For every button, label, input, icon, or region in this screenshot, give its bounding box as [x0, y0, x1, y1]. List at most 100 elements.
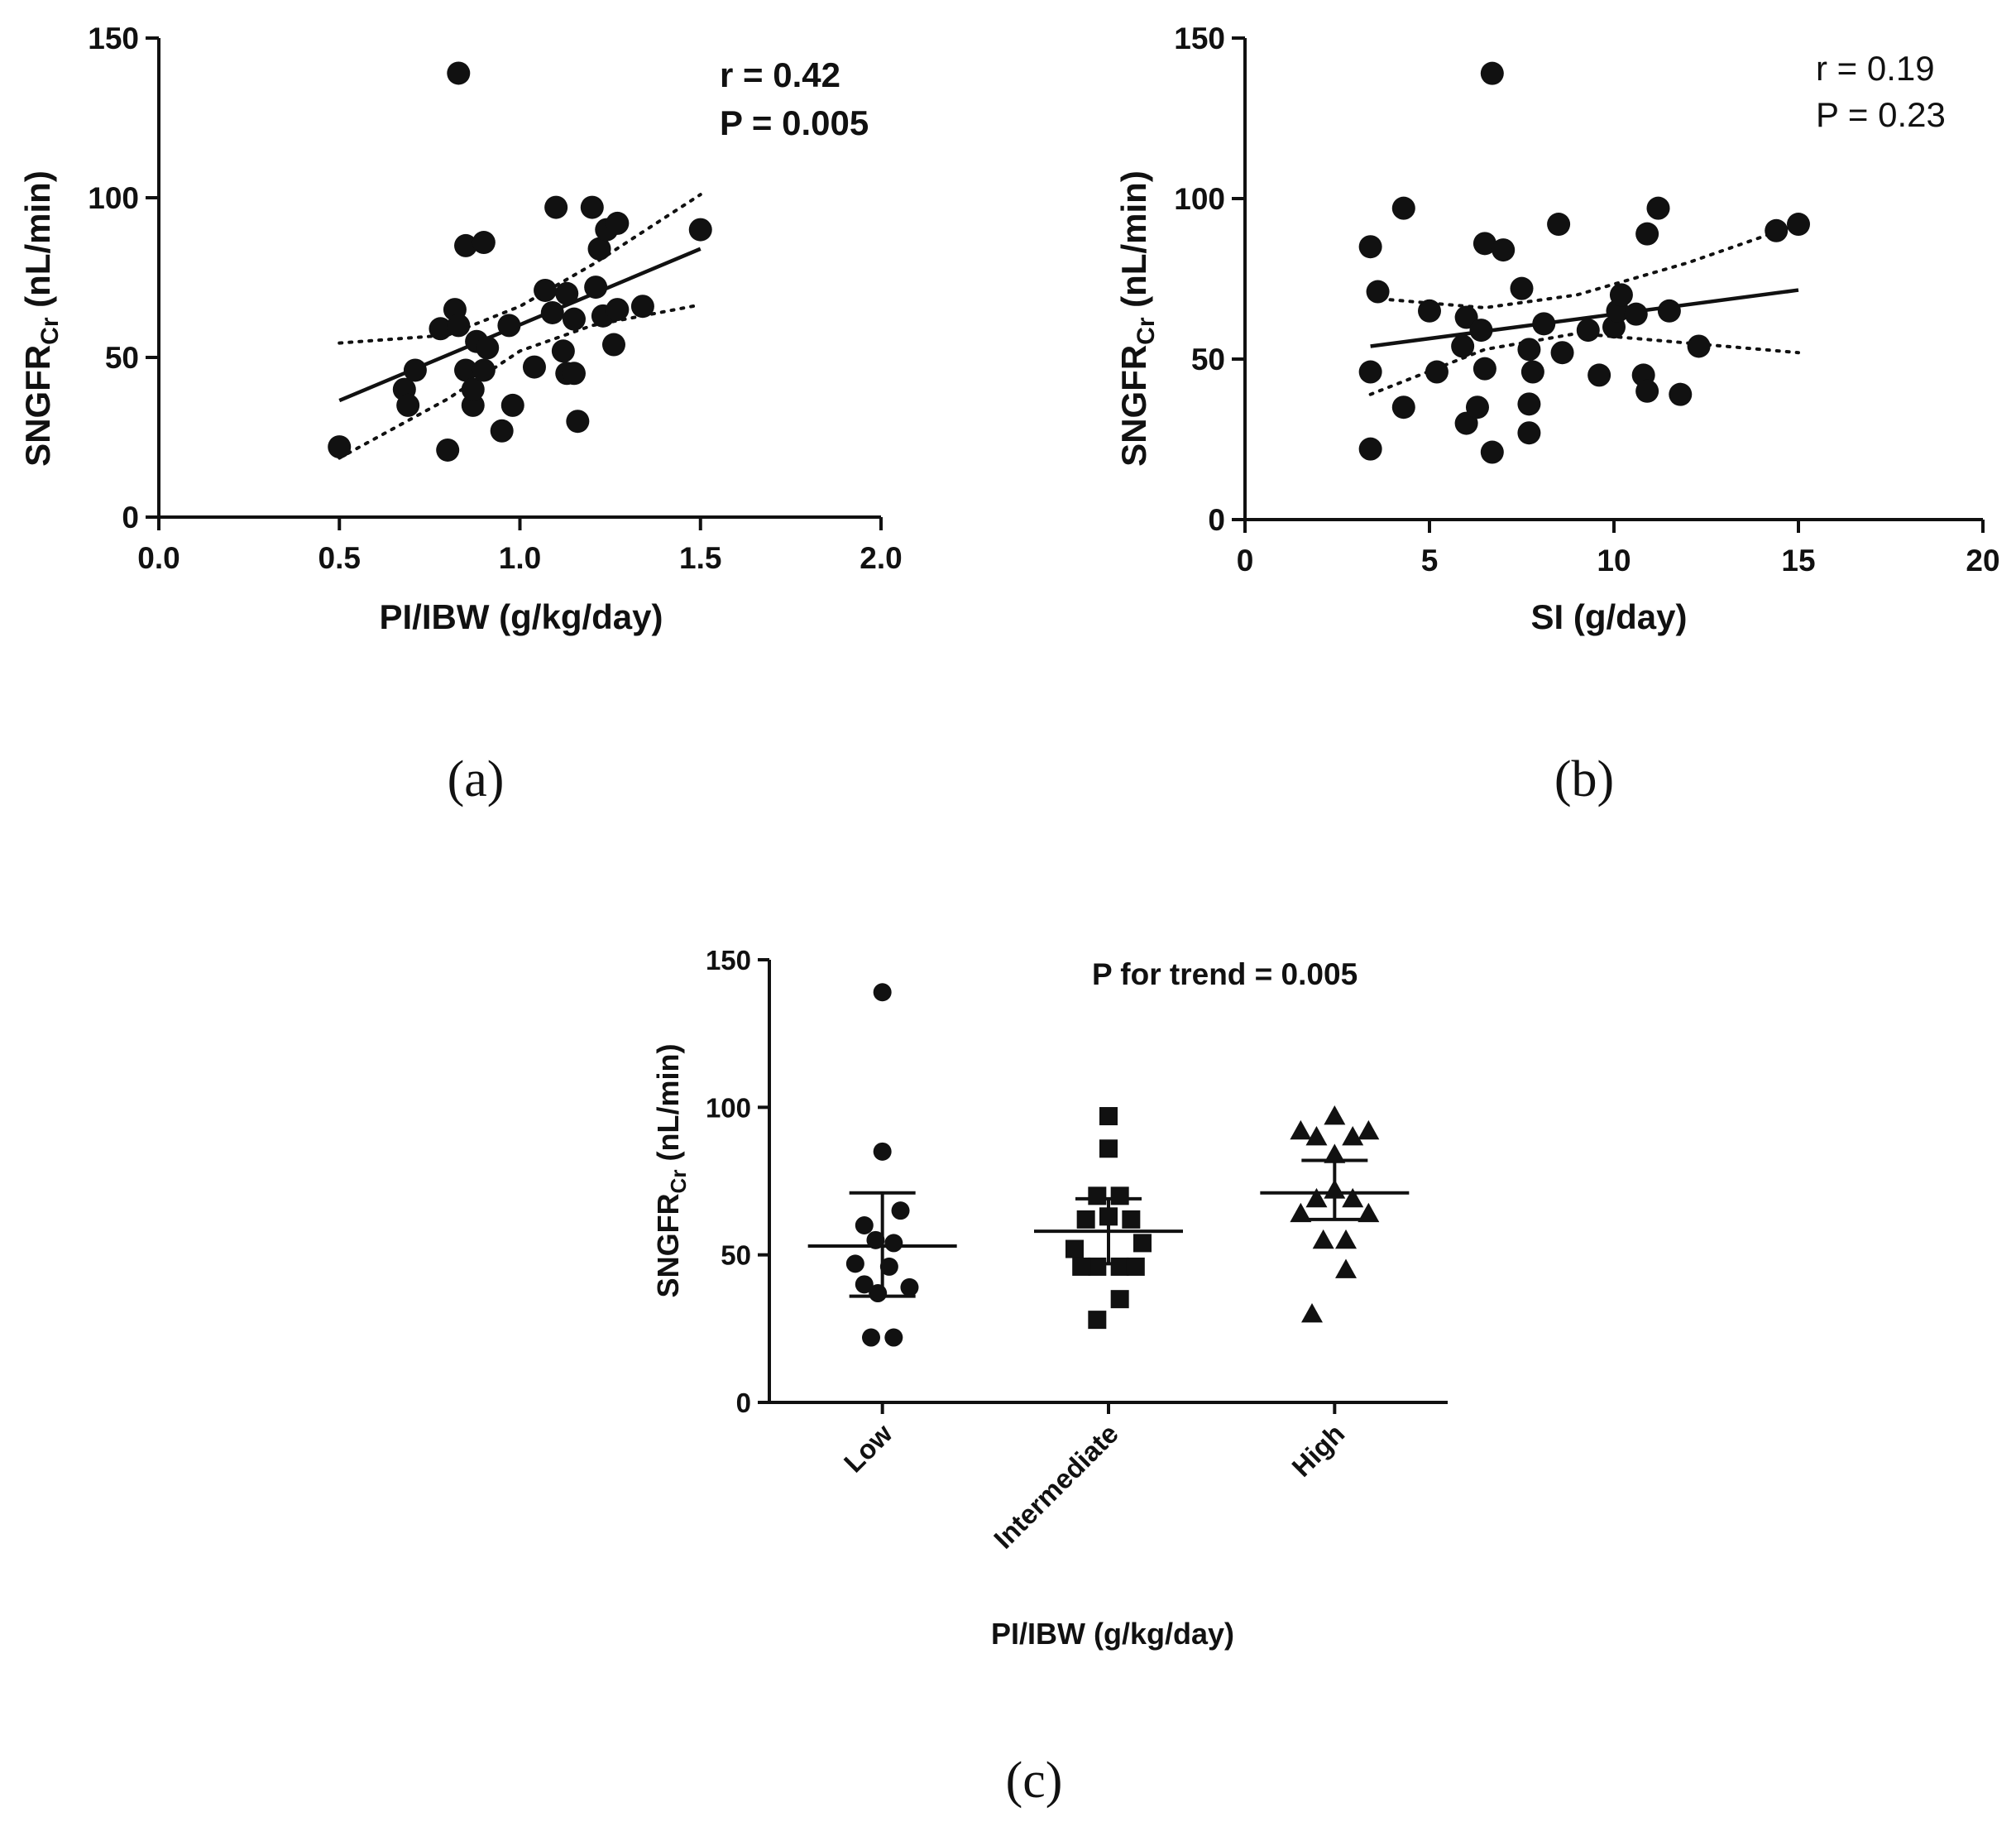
panel-b-x-tick-label: 5	[1421, 544, 1439, 578]
panel-c-point-intermediate	[1088, 1257, 1107, 1276]
panel-b-data-point	[1472, 232, 1496, 256]
panel-b-data-point	[1358, 437, 1382, 461]
panel-a-data-point	[476, 336, 500, 360]
panel-c-plot: 0 50 100 150 Low Intermediate High	[706, 945, 1448, 1555]
panel-c-point-high	[1290, 1119, 1312, 1140]
panel-a-y-tick-label: 150	[88, 22, 139, 55]
panel-b-ci-lower	[1368, 331, 1800, 396]
panel-b-y-tick-label: 50	[1191, 343, 1225, 376]
panel-a-x-tick-label: 1.5	[679, 541, 721, 575]
panel-c-point-intermediate	[1133, 1234, 1152, 1253]
panel-c-point-high	[1342, 1126, 1364, 1146]
panel-c-y-tick-label: 0	[736, 1388, 751, 1418]
panel-c-x-tick-label: Low	[838, 1418, 898, 1479]
panel-c-y-tick-label: 100	[706, 1092, 751, 1123]
panel-c-point-high	[1335, 1258, 1357, 1278]
panel-c-xlabel: PI/IBW (g/kg/day)	[991, 1617, 1234, 1651]
panel-a-data-point	[436, 438, 460, 462]
panel-b-data-point	[1517, 392, 1541, 416]
panel-b-y-tick-label: 100	[1174, 182, 1225, 216]
panel-b-data-point	[1669, 382, 1693, 406]
panel-b-ylabel: SNGFRCr (nL/min)	[1114, 170, 1160, 467]
panel-b-data-point	[1358, 360, 1382, 384]
panel-c-point-high	[1312, 1229, 1334, 1249]
panel-b-data-point	[1451, 334, 1475, 358]
panel-b-data-point	[1425, 360, 1449, 384]
panel-a-data-point	[562, 307, 586, 331]
panel-a-data-point	[587, 237, 611, 261]
panel-b-data-point	[1646, 196, 1670, 220]
panel-b-data-point	[1391, 395, 1415, 419]
panel-a-data-point	[630, 295, 654, 319]
panel-b-data-point	[1517, 421, 1541, 445]
panel-c-point-intermediate	[1065, 1239, 1084, 1258]
panel-c-point-low	[873, 983, 892, 1002]
panel-c-point-high	[1324, 1143, 1346, 1163]
panel-b-y-tick-label: 150	[1174, 22, 1225, 55]
panel-a-ci-upper	[338, 193, 702, 345]
panel-a-data-point	[562, 362, 586, 386]
panel-a-labels: (a) PI/IBW (g/kg/day) SNGFRCr (nL/min) r…	[18, 55, 869, 808]
panel-a-data-point	[447, 314, 471, 338]
panel-b-x-tick-label: 0	[1237, 544, 1254, 578]
panel-c-x-tick-label: Intermediate	[988, 1418, 1124, 1555]
panel-c-point-intermediate	[1099, 1139, 1118, 1158]
panel-c-point-high	[1324, 1105, 1346, 1125]
panel-a-data-point	[544, 195, 568, 219]
panel-a-data-point	[601, 333, 625, 357]
panel-c-point-low	[879, 1257, 898, 1276]
panel-a-y-tick-label: 50	[105, 341, 139, 375]
panel-a-data-point	[429, 317, 453, 341]
panel-a-data-point	[584, 276, 608, 300]
panel-a-stat-p: P = 0.005	[720, 103, 869, 142]
panel-b-labels: (b) SI (g/day) SNGFRCr (nL/min) r = 0.19…	[1114, 49, 1946, 808]
panel-c-point-high	[1305, 1187, 1328, 1208]
panel-b-data-point	[1687, 334, 1711, 358]
panel-c-point-intermediate	[1088, 1311, 1107, 1330]
panel-c-point-low	[866, 1230, 885, 1249]
panel-c-point-intermediate	[1110, 1290, 1129, 1309]
panel-c-point-high	[1290, 1202, 1312, 1223]
panel-c-point-high	[1335, 1229, 1357, 1249]
panel-c-y-tick-label: 50	[721, 1240, 751, 1271]
panel-a-plot: 0.0 0.5 1.0 1.5 2.0 0 50 100 150	[88, 22, 902, 575]
panel-a-ylabel: SNGFRCr (nL/min)	[18, 170, 64, 467]
panel-a-data-point	[534, 278, 558, 302]
panel-a-data-point	[461, 377, 485, 401]
panel-a-data-point	[447, 61, 471, 85]
panel-a-y-tick-label: 100	[88, 181, 139, 215]
panel-a-data-point	[606, 298, 630, 322]
panel-b-data-point	[1469, 319, 1493, 343]
panel-c-point-low	[900, 1277, 919, 1297]
panel-c-point-intermediate	[1099, 1207, 1118, 1226]
panel-a-xlabel: PI/IBW (g/kg/day)	[379, 597, 663, 636]
panel-c-point-high	[1358, 1202, 1380, 1223]
panel-b-x-tick-label: 20	[1966, 544, 1999, 578]
panel-c-point-low	[855, 1275, 874, 1294]
panel-c-point-intermediate	[1088, 1186, 1107, 1205]
panel-a-data-point	[454, 233, 478, 257]
panel-b-label: (b)	[1554, 751, 1614, 808]
panel-c-y-tick-label: 150	[706, 945, 751, 975]
panel-a-data-point	[500, 393, 524, 417]
panel-c-point-intermediate	[1076, 1210, 1095, 1229]
panel-b-data-point	[1635, 379, 1659, 403]
panel-a-label: (a)	[448, 751, 505, 808]
panel-c-point-low	[884, 1328, 903, 1347]
panel-a-data-point	[540, 300, 564, 324]
panel-b-regression-line	[1370, 288, 1799, 348]
panel-c-point-high	[1358, 1119, 1380, 1140]
panel-b-x-tick-label: 10	[1597, 544, 1631, 578]
panel-b-data-point	[1480, 440, 1504, 464]
panel-b-data-point	[1576, 319, 1600, 343]
panel-a-data-point	[328, 435, 352, 459]
panel-a-data-point	[606, 211, 630, 235]
plot-layer: 0.0 0.5 1.0 1.5 2.0 0 50 100 150 0 5 10 15 20 0 50 100 15…	[88, 22, 1999, 1555]
panel-a-data-point	[566, 410, 590, 434]
panel-b-data-point	[1465, 395, 1489, 419]
panel-a-data-point	[688, 218, 712, 242]
panel-c-point-intermediate	[1110, 1257, 1129, 1276]
panel-c-point-intermediate	[1126, 1257, 1145, 1276]
panel-b-data-point	[1366, 280, 1390, 304]
panel-a-data-point	[396, 393, 420, 417]
